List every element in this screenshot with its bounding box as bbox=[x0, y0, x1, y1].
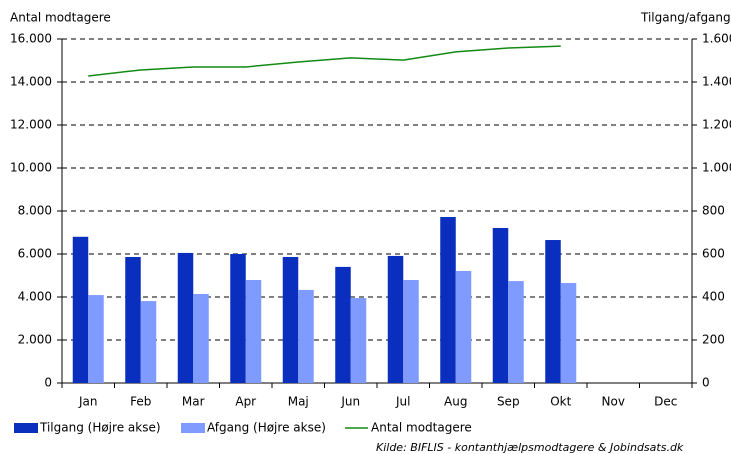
source-note: Kilde: BIFLIS - kontanthjælpsmodtagere &… bbox=[376, 441, 684, 454]
y-tick-label: 16.000 bbox=[10, 32, 52, 46]
x-tick-label: Dec bbox=[654, 395, 677, 409]
bar bbox=[230, 254, 246, 383]
bar bbox=[508, 281, 524, 383]
y-tick-label: 0 bbox=[44, 376, 52, 390]
y2-tick-label: 1.400 bbox=[702, 75, 731, 89]
bar bbox=[350, 298, 367, 383]
y-tick-label: 8.000 bbox=[18, 204, 52, 218]
y2-tick-label: 200 bbox=[702, 333, 725, 347]
y-tick-label: 2.000 bbox=[18, 333, 52, 347]
y2-tick-label: 800 bbox=[702, 204, 725, 218]
y2-tick-label: 1.200 bbox=[702, 118, 731, 132]
bar bbox=[545, 240, 561, 383]
bar bbox=[245, 280, 262, 383]
x-tick-label: Sep bbox=[497, 395, 520, 409]
legend-label: Antal modtagere bbox=[371, 421, 472, 435]
x-tick-label: Okt bbox=[550, 395, 571, 409]
y-axis-label: Antal modtagere bbox=[10, 11, 111, 25]
y2-axis-label: Tilgang/afgang bbox=[640, 11, 731, 25]
legend-swatch bbox=[181, 423, 205, 433]
x-tick-label: Mar bbox=[182, 395, 205, 409]
bar bbox=[193, 293, 209, 383]
y-tick-label: 10.000 bbox=[10, 161, 52, 175]
y-tick-label: 14.000 bbox=[10, 75, 52, 89]
y-tick-label: 6.000 bbox=[18, 247, 52, 261]
x-tick-label: Jul bbox=[395, 395, 410, 409]
x-tick-label: Maj bbox=[288, 395, 309, 409]
x-tick-label: Apr bbox=[235, 395, 256, 409]
bar bbox=[282, 257, 299, 383]
y2-tick-label: 400 bbox=[702, 290, 725, 304]
bar bbox=[455, 270, 472, 383]
x-tick-label: Nov bbox=[602, 395, 625, 409]
x-tick-label: Jan bbox=[78, 395, 98, 409]
y2-tick-label: 1.600 bbox=[702, 32, 731, 46]
bar bbox=[403, 280, 419, 383]
bar bbox=[125, 257, 141, 383]
x-tick-label: Jun bbox=[340, 395, 360, 409]
bar bbox=[140, 301, 157, 383]
bar bbox=[387, 255, 404, 383]
bar bbox=[492, 227, 509, 383]
legend-swatch bbox=[14, 423, 38, 433]
bar bbox=[72, 236, 89, 383]
bar bbox=[177, 252, 194, 383]
line-series bbox=[88, 45, 561, 77]
y-tick-label: 12.000 bbox=[10, 118, 52, 132]
x-tick-label: Feb bbox=[130, 395, 151, 409]
bar bbox=[88, 295, 104, 383]
bar bbox=[298, 289, 314, 383]
y-tick-label: 4.000 bbox=[18, 290, 52, 304]
y2-tick-label: 1.000 bbox=[702, 161, 731, 175]
bar bbox=[560, 283, 577, 383]
x-tick-label: Aug bbox=[444, 395, 467, 409]
bar bbox=[440, 217, 456, 383]
y2-tick-label: 600 bbox=[702, 247, 725, 261]
legend-label: Tilgang (Højre akse) bbox=[39, 421, 161, 435]
y2-tick-label: 0 bbox=[702, 376, 710, 390]
bar bbox=[335, 266, 351, 383]
legend-label: Afgang (Højre akse) bbox=[207, 421, 326, 435]
